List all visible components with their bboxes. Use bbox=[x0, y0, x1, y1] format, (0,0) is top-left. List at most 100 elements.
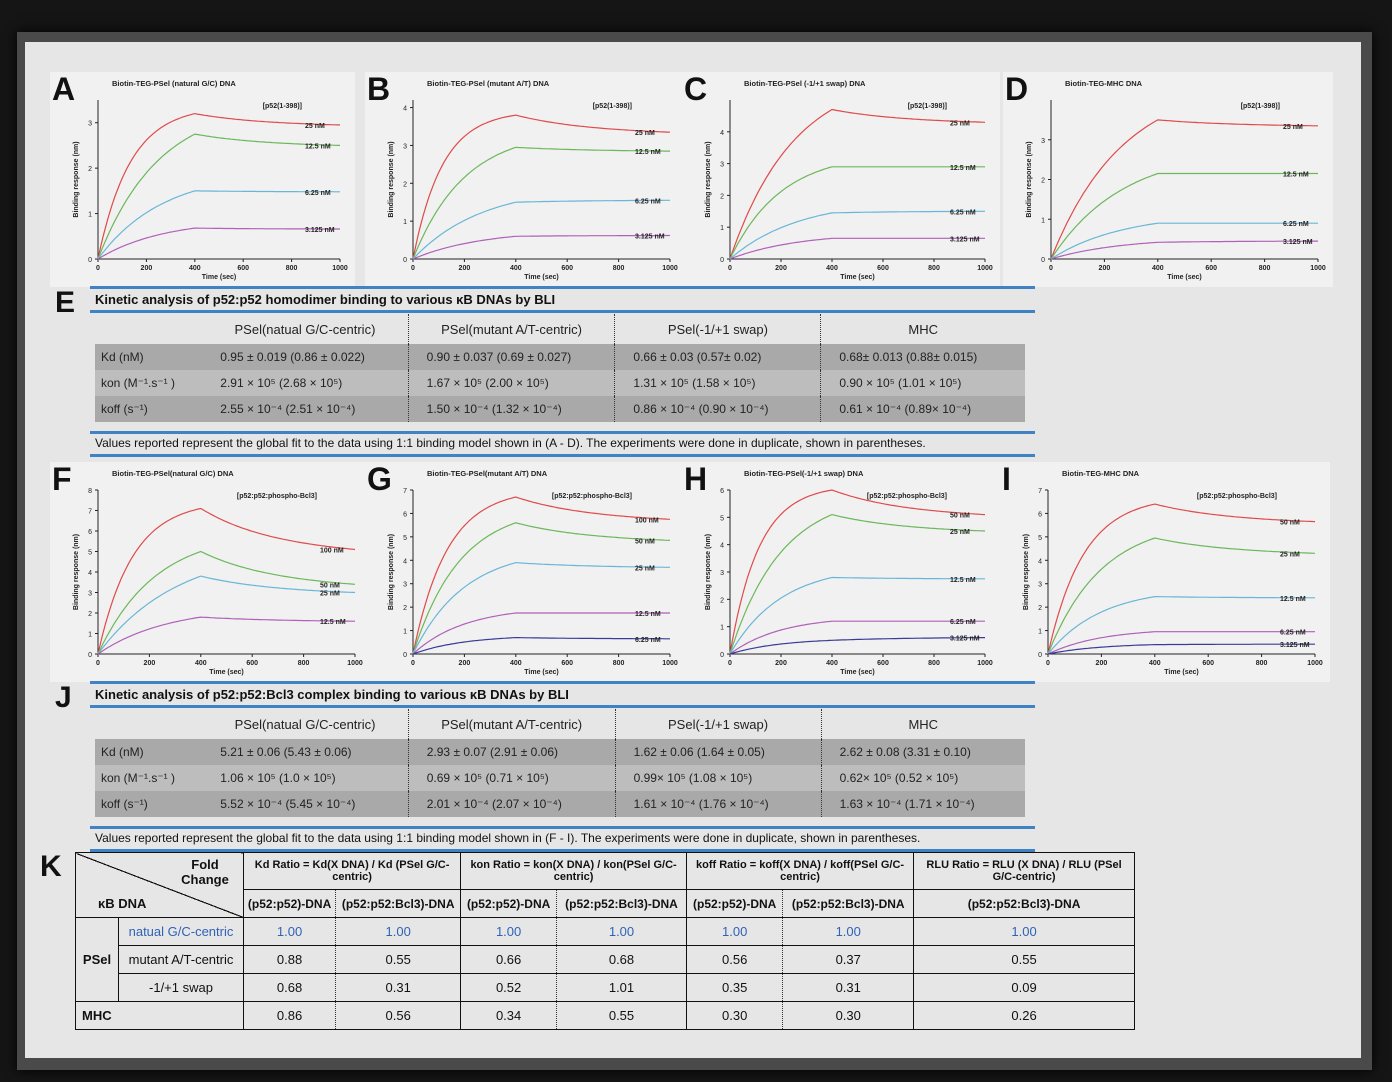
column-header: PSel(-1/+1 swap) bbox=[614, 314, 821, 344]
y-tick-label: 4 bbox=[1038, 558, 1042, 565]
series-label: 25 nM bbox=[320, 591, 340, 598]
series-line bbox=[412, 114, 671, 260]
y-tick-label: 5 bbox=[88, 550, 92, 557]
x-tick-label: 400 bbox=[826, 660, 838, 667]
y-tick-label: 2 bbox=[1038, 605, 1042, 612]
table-note: Values reported represent the global fit… bbox=[95, 831, 921, 845]
figure-sheet: A Biotin-TEG-PSel (natural G/C) DNA 0 1 2 3 0 2… bbox=[25, 42, 1361, 1058]
section-J: J Kinetic analysis of p52:p52:Bcl3 compl… bbox=[55, 675, 1045, 852]
y-tick-label: 3 bbox=[1038, 582, 1042, 589]
section-K: K Fold Change κB DNA Kd Ratio = Kd(X DNA) … bbox=[40, 852, 1140, 1052]
table-row: PSel natual G/C-centric 1.00 1.00 1.00 1.00 1.… bbox=[75, 917, 1135, 1002]
panel-title: Biotin-TEG-PSel (mutant A/T) DNA bbox=[427, 79, 550, 88]
table-cell: 2.91 × 10⁵ (2.68 × 10⁵) bbox=[202, 370, 409, 396]
y-tick-label: 0 bbox=[88, 257, 92, 264]
ratio-header: Kd Ratio = Kd(X DNA) / Kd (PSel G/C-cent… bbox=[242, 852, 462, 890]
y-tick-label: 6 bbox=[1038, 511, 1042, 518]
x-tick-label: 400 bbox=[826, 265, 838, 272]
x-axis-label: Time (sec) bbox=[524, 274, 559, 281]
x-tick-label: 800 bbox=[613, 660, 625, 667]
table-cell: 0.68 bbox=[556, 945, 687, 974]
series-label: 50 nM bbox=[635, 538, 655, 545]
series-label: 12.5 nM bbox=[950, 577, 976, 584]
x-tick-label: 400 bbox=[195, 660, 207, 667]
x-tick-label: 200 bbox=[1099, 265, 1111, 272]
column-header: PSel(mutant A/T-centric) bbox=[407, 314, 615, 344]
table-cell: 0.31 bbox=[782, 973, 915, 1002]
x-tick-label: 200 bbox=[459, 660, 471, 667]
series-label: 3.125 nM bbox=[635, 234, 665, 241]
rule bbox=[90, 286, 1035, 289]
y-tick-label: 2 bbox=[1041, 178, 1045, 185]
y-tick-label: 4 bbox=[720, 130, 724, 137]
x-tick-label: 800 bbox=[613, 265, 625, 272]
table-cell: 2.55 × 10⁻⁴ (2.51 × 10⁻⁴) bbox=[202, 396, 409, 422]
series-line bbox=[729, 637, 985, 655]
series-label: 3.125 nM bbox=[950, 636, 980, 643]
x-tick-label: 800 bbox=[298, 660, 310, 667]
table-cell: 1.00 bbox=[782, 917, 915, 946]
y-tick-label: 0 bbox=[720, 257, 724, 264]
series-line bbox=[97, 133, 340, 260]
panel-letter: I bbox=[1002, 462, 1011, 497]
series-line bbox=[1047, 503, 1316, 655]
table-cell: 2.93 ± 0.07 (2.91 ± 0.06) bbox=[407, 739, 616, 765]
series-label: 12.5 nM bbox=[635, 611, 661, 618]
table-cell: 0.30 bbox=[782, 1001, 915, 1030]
y-axis-label: Binding response (nm) bbox=[388, 141, 395, 217]
table-cell: 1.61 × 10⁻⁴ (1.76 × 10⁻⁴) bbox=[614, 791, 822, 817]
table-cell: 0.95 ± 0.019 (0.86 ± 0.022) bbox=[202, 344, 409, 370]
series-label: 12.5 nM bbox=[305, 143, 331, 150]
y-tick-label: 2 bbox=[403, 181, 407, 188]
y-tick-label: 2 bbox=[720, 193, 724, 200]
corner-cell: Fold Change κB DNA bbox=[75, 852, 244, 918]
series-label: 25 nM bbox=[635, 130, 655, 137]
y-axis-label: Binding response (nm) bbox=[1026, 141, 1033, 217]
column-header: MHC bbox=[820, 709, 1025, 739]
table-row: Kd (nM) 5.21 ± 0.06 (5.43 ± 0.06) 2.93 ± 0… bbox=[95, 739, 1025, 765]
ratio-header: kon Ratio = kon(X DNA) / kon(PSel G/C-ce… bbox=[460, 852, 687, 890]
table-cell: 0.56 bbox=[685, 945, 784, 974]
series-label: 3.125 nM bbox=[305, 227, 335, 234]
x-tick-label: 200 bbox=[459, 265, 471, 272]
series-line bbox=[1047, 643, 1315, 655]
table-cell: 0.90 × 10⁵ (1.01 × 10⁵) bbox=[820, 370, 1025, 396]
table-cell: 0.61 × 10⁻⁴ (0.89× 10⁻⁴) bbox=[820, 396, 1025, 422]
x-tick-label: 800 bbox=[286, 265, 298, 272]
series-line bbox=[412, 637, 670, 655]
y-tick-label: 3 bbox=[720, 570, 724, 577]
row-label: Kd (nM) bbox=[95, 344, 203, 370]
x-tick-label: 800 bbox=[1259, 265, 1271, 272]
table-cell: 1.00 bbox=[460, 917, 558, 946]
rule bbox=[90, 431, 1035, 434]
series-label: 50 nM bbox=[1280, 520, 1300, 527]
legend-title: [p52(1-398)] bbox=[908, 103, 947, 110]
series-line bbox=[1050, 172, 1318, 260]
series-line bbox=[1050, 222, 1318, 260]
section-letter: J bbox=[55, 681, 72, 714]
row-label: kon (M⁻¹.s⁻¹ ) bbox=[95, 370, 203, 396]
row-label: Kd (nM) bbox=[95, 739, 203, 765]
table-cell: 0.99× 10⁵ (1.08 × 10⁵) bbox=[614, 765, 822, 791]
panel-I: I Biotin-TEG-MHC DNA 0 1 2 3 4 5 6 7 0 200 400 600 800… bbox=[1000, 461, 1330, 682]
panel-letter: H bbox=[684, 462, 707, 497]
table-cell: 0.35 bbox=[685, 973, 784, 1002]
table-cell: 1.00 bbox=[335, 917, 462, 946]
x-axis-label: Time (sec) bbox=[1167, 274, 1202, 281]
sub-header: (p52:p52)-DNA bbox=[460, 889, 558, 918]
sub-header: (p52:p52:Bcl3)-DNA bbox=[335, 889, 462, 918]
series-label: 6.25 nM bbox=[950, 209, 976, 216]
panel-B: B Biotin-TEG-PSel (mutant A/T) DNA 0 1 2 3 4 0 2… bbox=[365, 71, 685, 287]
y-tick-label: 1 bbox=[403, 629, 407, 636]
y-tick-label: 0 bbox=[88, 652, 92, 659]
y-tick-label: 6 bbox=[88, 529, 92, 536]
x-tick-label: 0 bbox=[96, 265, 100, 272]
column-header: PSel(natual G/C-centric) bbox=[234, 321, 376, 337]
x-tick-label: 1000 bbox=[977, 660, 993, 667]
table-cell: 2.62 ± 0.08 (3.31 ± 0.10) bbox=[820, 739, 1025, 765]
row-label: koff (s⁻¹) bbox=[95, 791, 203, 817]
corner-cell bbox=[95, 314, 202, 344]
x-tick-label: 1000 bbox=[1310, 265, 1326, 272]
series-label: 6.25 nM bbox=[305, 190, 331, 197]
table-cell: 1.06 × 10⁵ (1.0 × 10⁵) bbox=[202, 765, 409, 791]
